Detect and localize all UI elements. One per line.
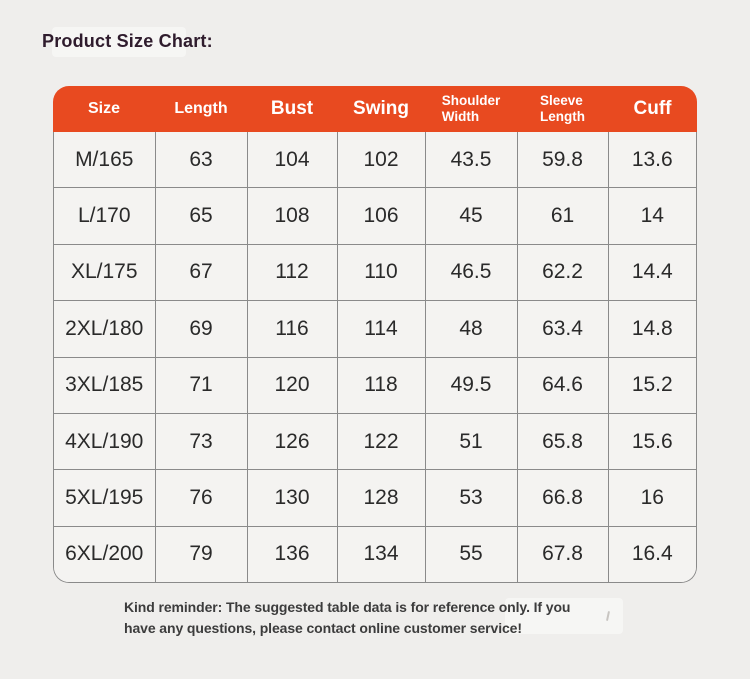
- value-cell: 136: [247, 526, 338, 583]
- value-cell: 14: [608, 187, 696, 245]
- value-cell: 118: [337, 357, 426, 414]
- value-cell: 62.2: [517, 244, 609, 302]
- value-cell: 134: [337, 526, 426, 583]
- page-title: Product Size Chart:: [42, 31, 213, 51]
- value-cell: 126: [247, 413, 338, 471]
- column-header-label: Shoulder Width: [441, 93, 501, 124]
- value-cell: 16.4: [608, 526, 696, 583]
- value-cell: 63.4: [517, 300, 609, 358]
- value-cell: 128: [337, 469, 426, 527]
- value-cell: 61: [517, 187, 609, 245]
- size-label-cell: M/165: [54, 132, 156, 189]
- value-cell: 102: [337, 132, 426, 189]
- column-header-size: Size: [53, 86, 155, 132]
- value-cell: 15.2: [608, 357, 696, 414]
- column-header-label: Size: [87, 100, 120, 117]
- value-cell: 15.6: [608, 413, 696, 471]
- value-cell: 14.4: [608, 244, 696, 302]
- value-cell: 51: [425, 413, 518, 471]
- column-header-label: Bust: [270, 98, 314, 119]
- value-cell: 116: [247, 300, 338, 358]
- value-cell: 46.5: [425, 244, 518, 302]
- table-row-2xl-180: 2XL/180 69 116 114 48 63.4 14.8: [54, 300, 696, 358]
- value-cell: 65.8: [517, 413, 609, 471]
- column-header-label: Swing: [353, 98, 409, 119]
- table-row-4xl-190: 4XL/190 73 126 122 51 65.8 15.6: [54, 413, 696, 471]
- value-cell: 43.5: [425, 132, 518, 189]
- value-cell: 76: [155, 469, 248, 527]
- size-table-rows: M/165 63 104 102 43.5 59.8 13.6 L/170 65 108 106 45…: [54, 132, 696, 583]
- kind-reminder-note: Kind reminder: The suggested table data …: [124, 597, 570, 638]
- value-cell: 14.8: [608, 300, 696, 358]
- value-cell: 106: [337, 187, 426, 245]
- column-header-sleeve-length: Sleeve Length: [517, 86, 608, 132]
- value-cell: 16: [608, 469, 696, 527]
- value-cell: 104: [247, 132, 338, 189]
- value-cell: 67.8: [517, 526, 609, 583]
- size-label-cell: 2XL/180: [54, 300, 156, 358]
- table-row-l-170: L/170 65 108 106 45 61 14: [54, 187, 696, 245]
- value-cell: 13.6: [608, 132, 696, 189]
- column-header-swing: Swing: [337, 86, 425, 132]
- value-cell: 73: [155, 413, 248, 471]
- table-row-3xl-185: 3XL/185 71 120 118 49.5 64.6 15.2: [54, 357, 696, 414]
- value-cell: 65: [155, 187, 248, 245]
- size-chart-table: Size Length Bust Swing Shoulder Width Sleeve …: [53, 86, 697, 584]
- value-cell: 120: [247, 357, 338, 414]
- value-cell: 49.5: [425, 357, 518, 414]
- size-label-cell: 4XL/190: [54, 413, 156, 471]
- column-header-label: Cuff: [633, 98, 672, 119]
- size-label-cell: 5XL/195: [54, 469, 156, 527]
- table-row-xl-175: XL/175 67 112 110 46.5 62.2 14.4: [54, 244, 696, 302]
- value-cell: 53: [425, 469, 518, 527]
- table-row-m-165: M/165 63 104 102 43.5 59.8 13.6: [54, 132, 696, 189]
- watermark-patch: [52, 27, 186, 57]
- column-header-cuff: Cuff: [608, 86, 697, 132]
- column-header-length: Length: [155, 86, 247, 132]
- watermark-patch: [505, 598, 623, 634]
- value-cell: 108: [247, 187, 338, 245]
- size-table-body: M/165 63 104 102 43.5 59.8 13.6 L/170 65 108 106 45…: [53, 132, 697, 584]
- size-label-cell: XL/175: [54, 244, 156, 302]
- value-cell: 63: [155, 132, 248, 189]
- value-cell: 130: [247, 469, 338, 527]
- reminder-line-1: Kind reminder: The suggested table data …: [124, 599, 571, 615]
- value-cell: 48: [425, 300, 518, 358]
- value-cell: 45: [425, 187, 518, 245]
- value-cell: 79: [155, 526, 248, 583]
- size-label-cell: L/170: [54, 187, 156, 245]
- column-header-label: Length: [174, 100, 228, 117]
- size-label-cell: 6XL/200: [54, 526, 156, 583]
- value-cell: 66.8: [517, 469, 609, 527]
- value-cell: 112: [247, 244, 338, 302]
- value-cell: 69: [155, 300, 248, 358]
- reminder-line-2: have any questions, please contact onlin…: [124, 619, 522, 636]
- value-cell: 122: [337, 413, 426, 471]
- table-row-5xl-195: 5XL/195 76 130 128 53 66.8 16: [54, 469, 696, 527]
- value-cell: 110: [337, 244, 426, 302]
- value-cell: 55: [425, 526, 518, 583]
- size-table-header-row: Size Length Bust Swing Shoulder Width Sleeve …: [53, 86, 697, 132]
- value-cell: 114: [337, 300, 426, 358]
- column-header-label: Sleeve Length: [540, 93, 585, 124]
- value-cell: 71: [155, 357, 248, 414]
- value-cell: 64.6: [517, 357, 609, 414]
- value-cell: 59.8: [517, 132, 609, 189]
- column-header-shoulder-width: Shoulder Width: [425, 86, 517, 132]
- size-label-cell: 3XL/185: [54, 357, 156, 414]
- value-cell: 67: [155, 244, 248, 302]
- table-row-6xl-200: 6XL/200 79 136 134 55 67.8 16.4: [54, 526, 696, 583]
- column-header-bust: Bust: [247, 86, 337, 132]
